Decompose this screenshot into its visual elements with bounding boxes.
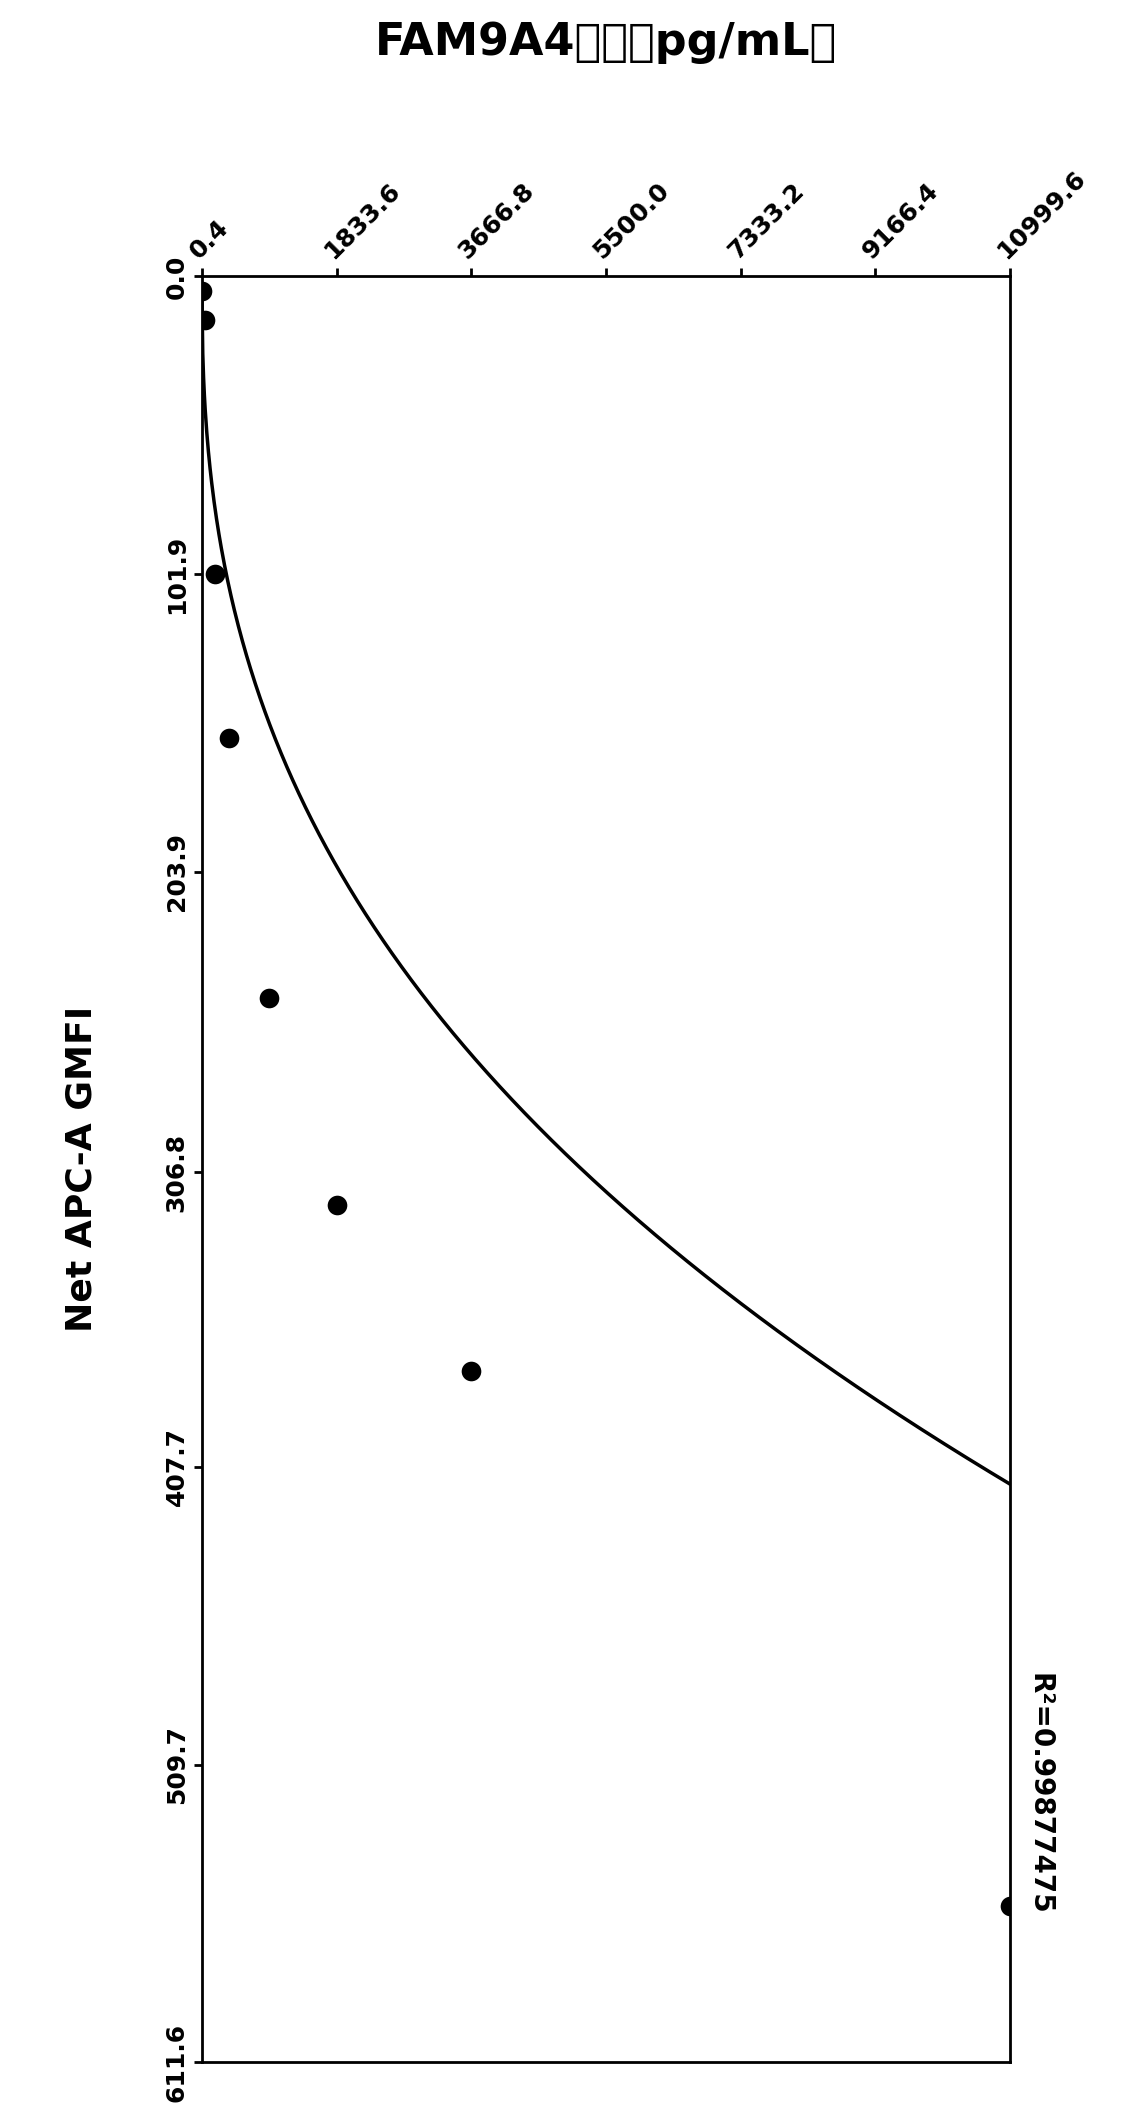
Point xyxy=(195,304,213,338)
Text: R²=0.99877475: R²=0.99877475 xyxy=(1026,1673,1054,1916)
Point xyxy=(462,1354,480,1388)
Point xyxy=(328,1188,346,1222)
Point xyxy=(1001,1888,1019,1922)
Point xyxy=(193,274,211,308)
Point xyxy=(206,557,224,591)
Title: FAM9A4浓度（pg/mL）: FAM9A4浓度（pg/mL） xyxy=(375,21,837,64)
Point xyxy=(260,980,278,1014)
Y-axis label: Net APC-A GMFI: Net APC-A GMFI xyxy=(64,1006,99,1333)
Point xyxy=(220,721,238,755)
